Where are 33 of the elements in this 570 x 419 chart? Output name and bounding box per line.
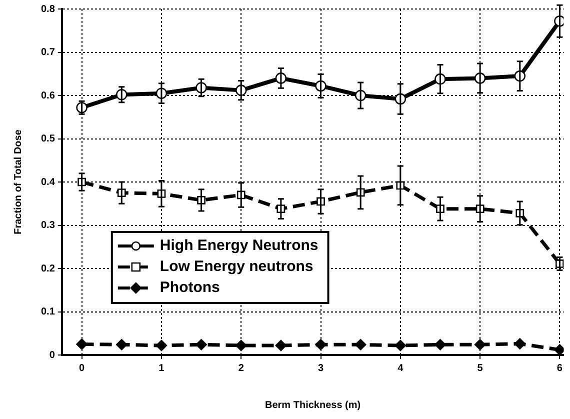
x-tick-label: 0 [79, 362, 86, 374]
y-tick-label: 0 [49, 350, 56, 361]
point [196, 338, 207, 350]
x-tick-label: 2 [238, 362, 244, 374]
legend-label: High Energy Neutrons [160, 237, 318, 254]
y-tick-label: 0.6 [40, 90, 56, 102]
x-tick-label: 3 [318, 362, 324, 374]
point [394, 340, 406, 352]
y-tick-label: 0.5 [40, 134, 56, 144]
point [354, 338, 366, 350]
y-tick-label: 0.7 [40, 47, 56, 58]
legend-label: Photons [160, 279, 220, 296]
y-tick-label: 0.4 [40, 176, 56, 188]
point [315, 338, 326, 350]
x-tick-label: 5 [477, 362, 484, 374]
point [434, 338, 446, 350]
x-tick-label: 4 [398, 362, 404, 374]
x-tick-label: 1 [158, 362, 165, 374]
point [76, 338, 88, 350]
y-axis-title: Fraction of Total Dose [12, 129, 24, 234]
y-tick-label: 0.1 [40, 306, 56, 318]
y-tick-label: 0.8 [40, 4, 56, 15]
point [116, 338, 128, 350]
x-axis-title: Berm Thickness (m) [265, 400, 361, 411]
point [275, 340, 287, 352]
point [514, 338, 526, 350]
point [156, 340, 168, 352]
y-tick-label: 0.3 [40, 220, 56, 231]
point [474, 338, 486, 350]
x-tick-label: 6 [556, 362, 563, 374]
point [235, 340, 247, 352]
legend-label: Low Energy neutrons [160, 258, 314, 276]
y-tick-label: 0.2 [40, 263, 56, 274]
